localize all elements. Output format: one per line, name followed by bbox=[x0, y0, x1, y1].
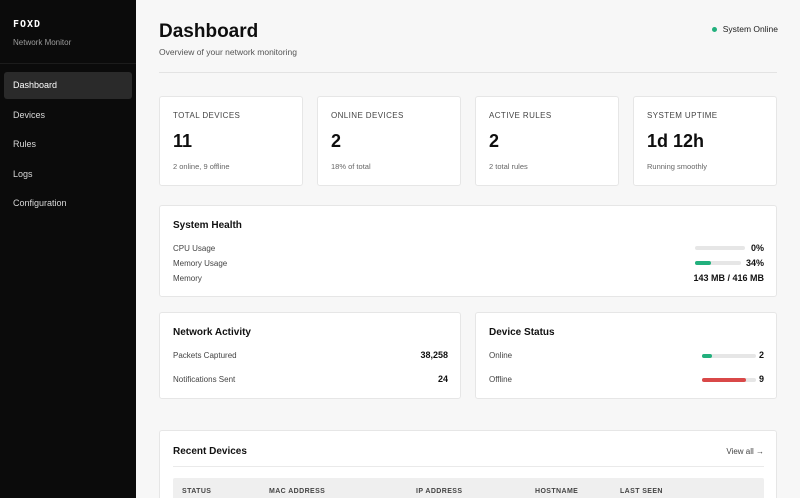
stat-note: 2 online, 9 offline bbox=[173, 162, 230, 171]
column-header-hostname[interactable]: HOSTNAME bbox=[535, 488, 579, 495]
card-title: Device Status bbox=[489, 327, 555, 338]
sidebar-item-logs[interactable]: Logs bbox=[13, 168, 33, 179]
page-title: Dashboard bbox=[159, 21, 259, 42]
stat-card-active-rules: ACTIVE RULES 2 2 total rules bbox=[475, 96, 619, 186]
offline-label: Offline bbox=[489, 375, 512, 384]
card-title: Recent Devices bbox=[173, 446, 247, 457]
card-title: Network Activity bbox=[173, 327, 251, 338]
offline-bar bbox=[702, 378, 756, 382]
cpu-usage-label: CPU Usage bbox=[173, 244, 216, 253]
sidebar: FOXD Network Monitor Dashboard Devices R… bbox=[0, 0, 136, 498]
memory-usage-value: 34% bbox=[745, 258, 764, 268]
stat-label: ACTIVE RULES bbox=[489, 111, 552, 120]
column-header-last-seen[interactable]: LAST SEEN bbox=[620, 488, 663, 495]
online-value: 2 bbox=[758, 350, 764, 360]
stat-note: 2 total rules bbox=[489, 162, 528, 171]
recent-devices-divider bbox=[173, 466, 764, 467]
stat-note: Running smoothly bbox=[647, 162, 708, 171]
card-title: System Health bbox=[173, 220, 242, 231]
main-content: Dashboard Overview of your network monit… bbox=[136, 0, 800, 498]
notifications-sent-label: Notifications Sent bbox=[173, 375, 236, 384]
system-status-text: System Online bbox=[722, 24, 778, 34]
sidebar-item-configuration[interactable]: Configuration bbox=[13, 198, 67, 208]
stat-label: TOTAL DEVICES bbox=[173, 111, 241, 120]
stat-card-total-devices: TOTAL DEVICES 11 2 online, 9 offline bbox=[159, 96, 303, 186]
system-health-card: System Health CPU Usage 0% Memory Usage … bbox=[159, 205, 777, 297]
status-dot-icon bbox=[711, 26, 717, 32]
stat-value: 2 bbox=[489, 131, 500, 151]
memory-label: Memory bbox=[173, 274, 202, 283]
memory-usage-bar bbox=[695, 261, 741, 265]
device-status-card: Device Status Online 2 Offline 9 bbox=[475, 312, 777, 399]
column-header-status[interactable]: STATUS bbox=[182, 488, 212, 495]
table-header: STATUS MAC ADDRESS IP ADDRESS HOSTNAME L… bbox=[173, 478, 764, 498]
packets-captured-value: 38,258 bbox=[420, 350, 448, 360]
sidebar-item-rules[interactable]: Rules bbox=[13, 139, 37, 149]
cpu-usage-bar bbox=[695, 246, 745, 250]
offline-fill bbox=[702, 378, 747, 382]
brand-subtitle: Network Monitor bbox=[13, 38, 72, 47]
brand-name: FOXD bbox=[13, 19, 42, 30]
cpu-usage-value: 0% bbox=[750, 243, 764, 253]
offline-value: 9 bbox=[758, 374, 764, 384]
sidebar-item-dashboard[interactable]: Dashboard bbox=[4, 72, 132, 99]
stat-value: 2 bbox=[331, 131, 342, 151]
column-header-ip-address[interactable]: IP ADDRESS bbox=[416, 488, 463, 495]
memory-usage-fill bbox=[695, 261, 711, 265]
memory-usage-label: Memory Usage bbox=[173, 259, 228, 268]
sidebar-item-devices[interactable]: Devices bbox=[13, 109, 46, 120]
stat-value: 1d 12h bbox=[647, 131, 705, 151]
online-label: Online bbox=[489, 351, 513, 360]
brand: FOXD Network Monitor bbox=[0, 0, 136, 64]
view-all-link[interactable]: View all → bbox=[726, 447, 764, 456]
column-header-mac-address[interactable]: MAC ADDRESS bbox=[269, 488, 326, 495]
memory-value: 143 MB / 416 MB bbox=[693, 273, 764, 283]
sidebar-nav: Dashboard Devices Rules Logs Configurati… bbox=[0, 64, 136, 217]
system-status: System Online bbox=[711, 24, 778, 34]
stat-label: ONLINE DEVICES bbox=[331, 111, 404, 120]
online-bar bbox=[702, 354, 756, 358]
stat-note: 18% of total bbox=[331, 162, 371, 171]
header-divider bbox=[159, 72, 777, 73]
stat-value: 11 bbox=[173, 131, 193, 151]
packets-captured-label: Packets Captured bbox=[173, 351, 237, 360]
stat-card-system-uptime: SYSTEM UPTIME 1d 12h Running smoothly bbox=[633, 96, 777, 186]
network-activity-card: Network Activity Packets Captured 38,258… bbox=[159, 312, 461, 399]
page-subtitle: Overview of your network monitoring bbox=[159, 47, 297, 57]
notifications-sent-value: 24 bbox=[437, 374, 448, 384]
recent-devices-card: Recent Devices View all → STATUS MAC ADD… bbox=[159, 430, 777, 498]
stat-label: SYSTEM UPTIME bbox=[647, 111, 718, 120]
online-fill bbox=[702, 354, 712, 358]
stat-card-online-devices: ONLINE DEVICES 2 18% of total bbox=[317, 96, 461, 186]
